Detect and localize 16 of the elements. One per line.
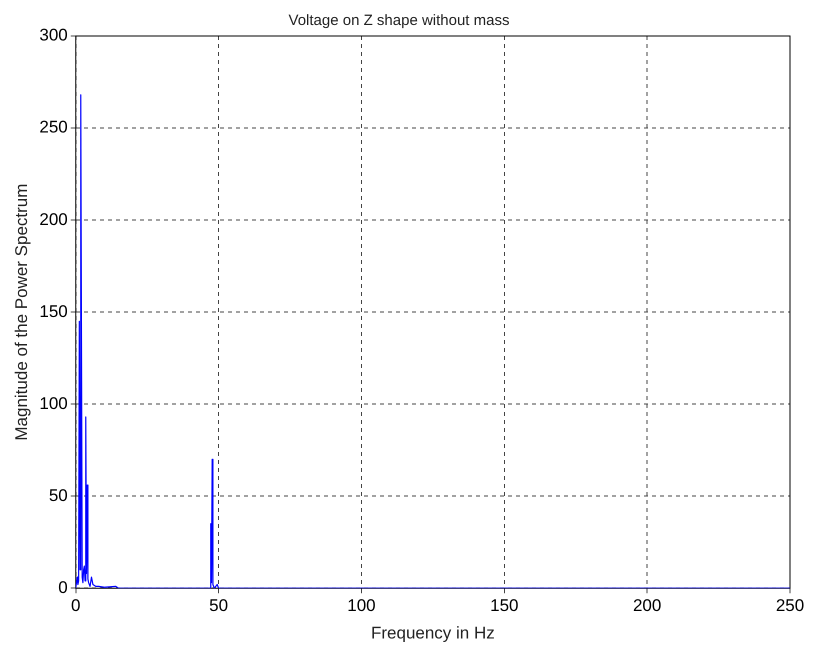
y-tick-label: 200 — [39, 210, 68, 229]
x-tick-label: 50 — [209, 596, 228, 616]
x-tick-label: 150 — [490, 596, 518, 616]
y-tick-label: 100 — [39, 394, 68, 413]
y-tick-label: 250 — [39, 118, 68, 137]
x-tick-label: 0 — [71, 596, 80, 616]
y-tick-label: 50 — [48, 486, 68, 505]
chart-title: Voltage on Z shape without mass — [288, 12, 510, 30]
x-tick-label: 100 — [347, 596, 376, 616]
y-axis-title: Magnitude of the Power Spectrum — [12, 184, 31, 441]
y-tick-label: 150 — [39, 302, 68, 321]
y-tick-label: 0 — [58, 578, 68, 597]
x-tick-label: 200 — [632, 596, 662, 616]
x-axis-title: Frequency in Hz — [370, 623, 495, 642]
x-tick-label: 250 — [776, 596, 804, 616]
y-tick-label: 300 — [39, 26, 68, 45]
